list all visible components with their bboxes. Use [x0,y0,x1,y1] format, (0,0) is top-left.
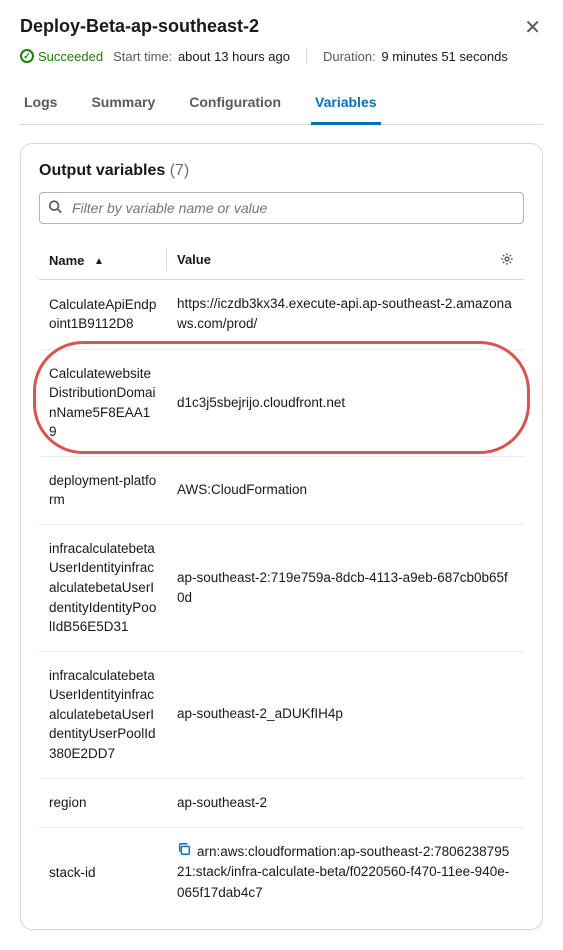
variable-value: ap-southeast-2_aDUKfIH4p [167,651,524,778]
check-circle-icon: ✓ [20,49,34,63]
table-row: stack-idarn:aws:cloudformation:ap-southe… [39,827,524,917]
col-value-header[interactable]: Value [167,244,524,280]
table-row: regionap-southeast-2 [39,778,524,827]
table-row: CalculateApiEndpoint1B9112D8https://iczd… [39,280,524,350]
filter-input[interactable] [39,192,524,224]
sort-asc-icon: ▲ [94,256,104,267]
gear-icon[interactable] [500,252,514,269]
tab-variables[interactable]: Variables [311,84,381,125]
variable-name: stack-id [39,827,167,917]
tab-logs[interactable]: Logs [20,84,61,125]
close-icon[interactable]: ✕ [522,16,543,40]
variable-name: infracalculatebetaUserIdentityinfracalcu… [39,524,167,651]
tab-summary[interactable]: Summary [87,84,159,125]
variable-name: deployment-platform [39,457,167,525]
status-badge: ✓ Succeeded [20,49,103,64]
variables-table: Name ▲ Value Calcu [39,244,524,917]
variable-value: d1c3j5sbejrijo.cloudfront.net [167,349,524,456]
status-label: Succeeded [38,49,103,64]
page-title: Deploy-Beta-ap-southeast-2 [20,16,259,37]
duration: Duration: 9 minutes 51 seconds [323,49,508,64]
variable-value: AWS:CloudFormation [167,457,524,525]
variable-count: (7) [170,162,190,179]
tabs: Logs Summary Configuration Variables [20,84,543,125]
variable-name: CalculateApiEndpoint1B9112D8 [39,280,167,350]
table-row: CalculatewebsiteDistributionDomainName5F… [39,349,524,456]
card-title: Output variables (7) [39,162,524,180]
start-time: Start time: about 13 hours ago [113,49,290,64]
variable-value: arn:aws:cloudformation:ap-southeast-2:78… [167,827,524,917]
table-row: deployment-platformAWS:CloudFormation [39,457,524,525]
variable-value: https://iczdb3kx34.execute-api.ap-southe… [167,280,524,350]
variable-value: ap-southeast-2 [167,778,524,827]
variable-name: infracalculatebetaUserIdentityinfracalcu… [39,651,167,778]
output-variables-card: Output variables (7) Name ▲ [20,143,543,930]
variable-name: CalculatewebsiteDistributionDomainName5F… [39,349,167,456]
search-icon [48,200,62,217]
copy-icon[interactable] [177,844,191,859]
status-row: ✓ Succeeded Start time: about 13 hours a… [20,48,543,64]
separator [306,48,307,64]
tab-configuration[interactable]: Configuration [185,84,285,125]
variable-value: ap-southeast-2:719e759a-8dcb-4113-a9eb-6… [167,524,524,651]
variable-name: region [39,778,167,827]
table-row: infracalculatebetaUserIdentityinfracalcu… [39,524,524,651]
table-row: infracalculatebetaUserIdentityinfracalcu… [39,651,524,778]
col-name-header[interactable]: Name ▲ [39,244,167,280]
